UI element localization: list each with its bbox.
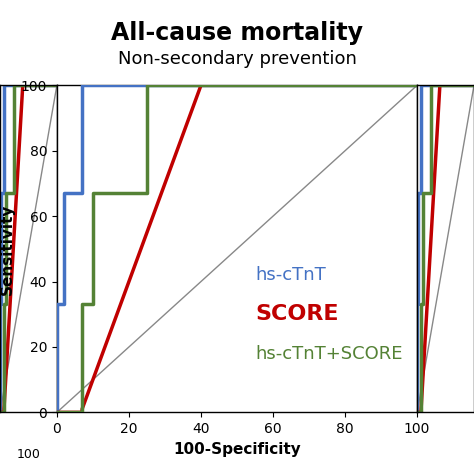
Y-axis label: Sensitivity: Sensitivity [0, 203, 15, 294]
Text: All-cause mortality: All-cause mortality [111, 21, 363, 45]
Text: Non-secondary prevention: Non-secondary prevention [118, 50, 356, 68]
Text: hs-cTnT: hs-cTnT [255, 266, 326, 284]
Text: E: E [63, 250, 76, 269]
Text: hs-cTnT+SCORE: hs-cTnT+SCORE [255, 345, 402, 363]
Text: 100: 100 [17, 448, 40, 461]
X-axis label: 100-Specificity: 100-Specificity [173, 442, 301, 456]
Text: E: E [63, 332, 76, 351]
Text: T: T [63, 168, 76, 187]
Text: SCORE: SCORE [255, 304, 338, 324]
